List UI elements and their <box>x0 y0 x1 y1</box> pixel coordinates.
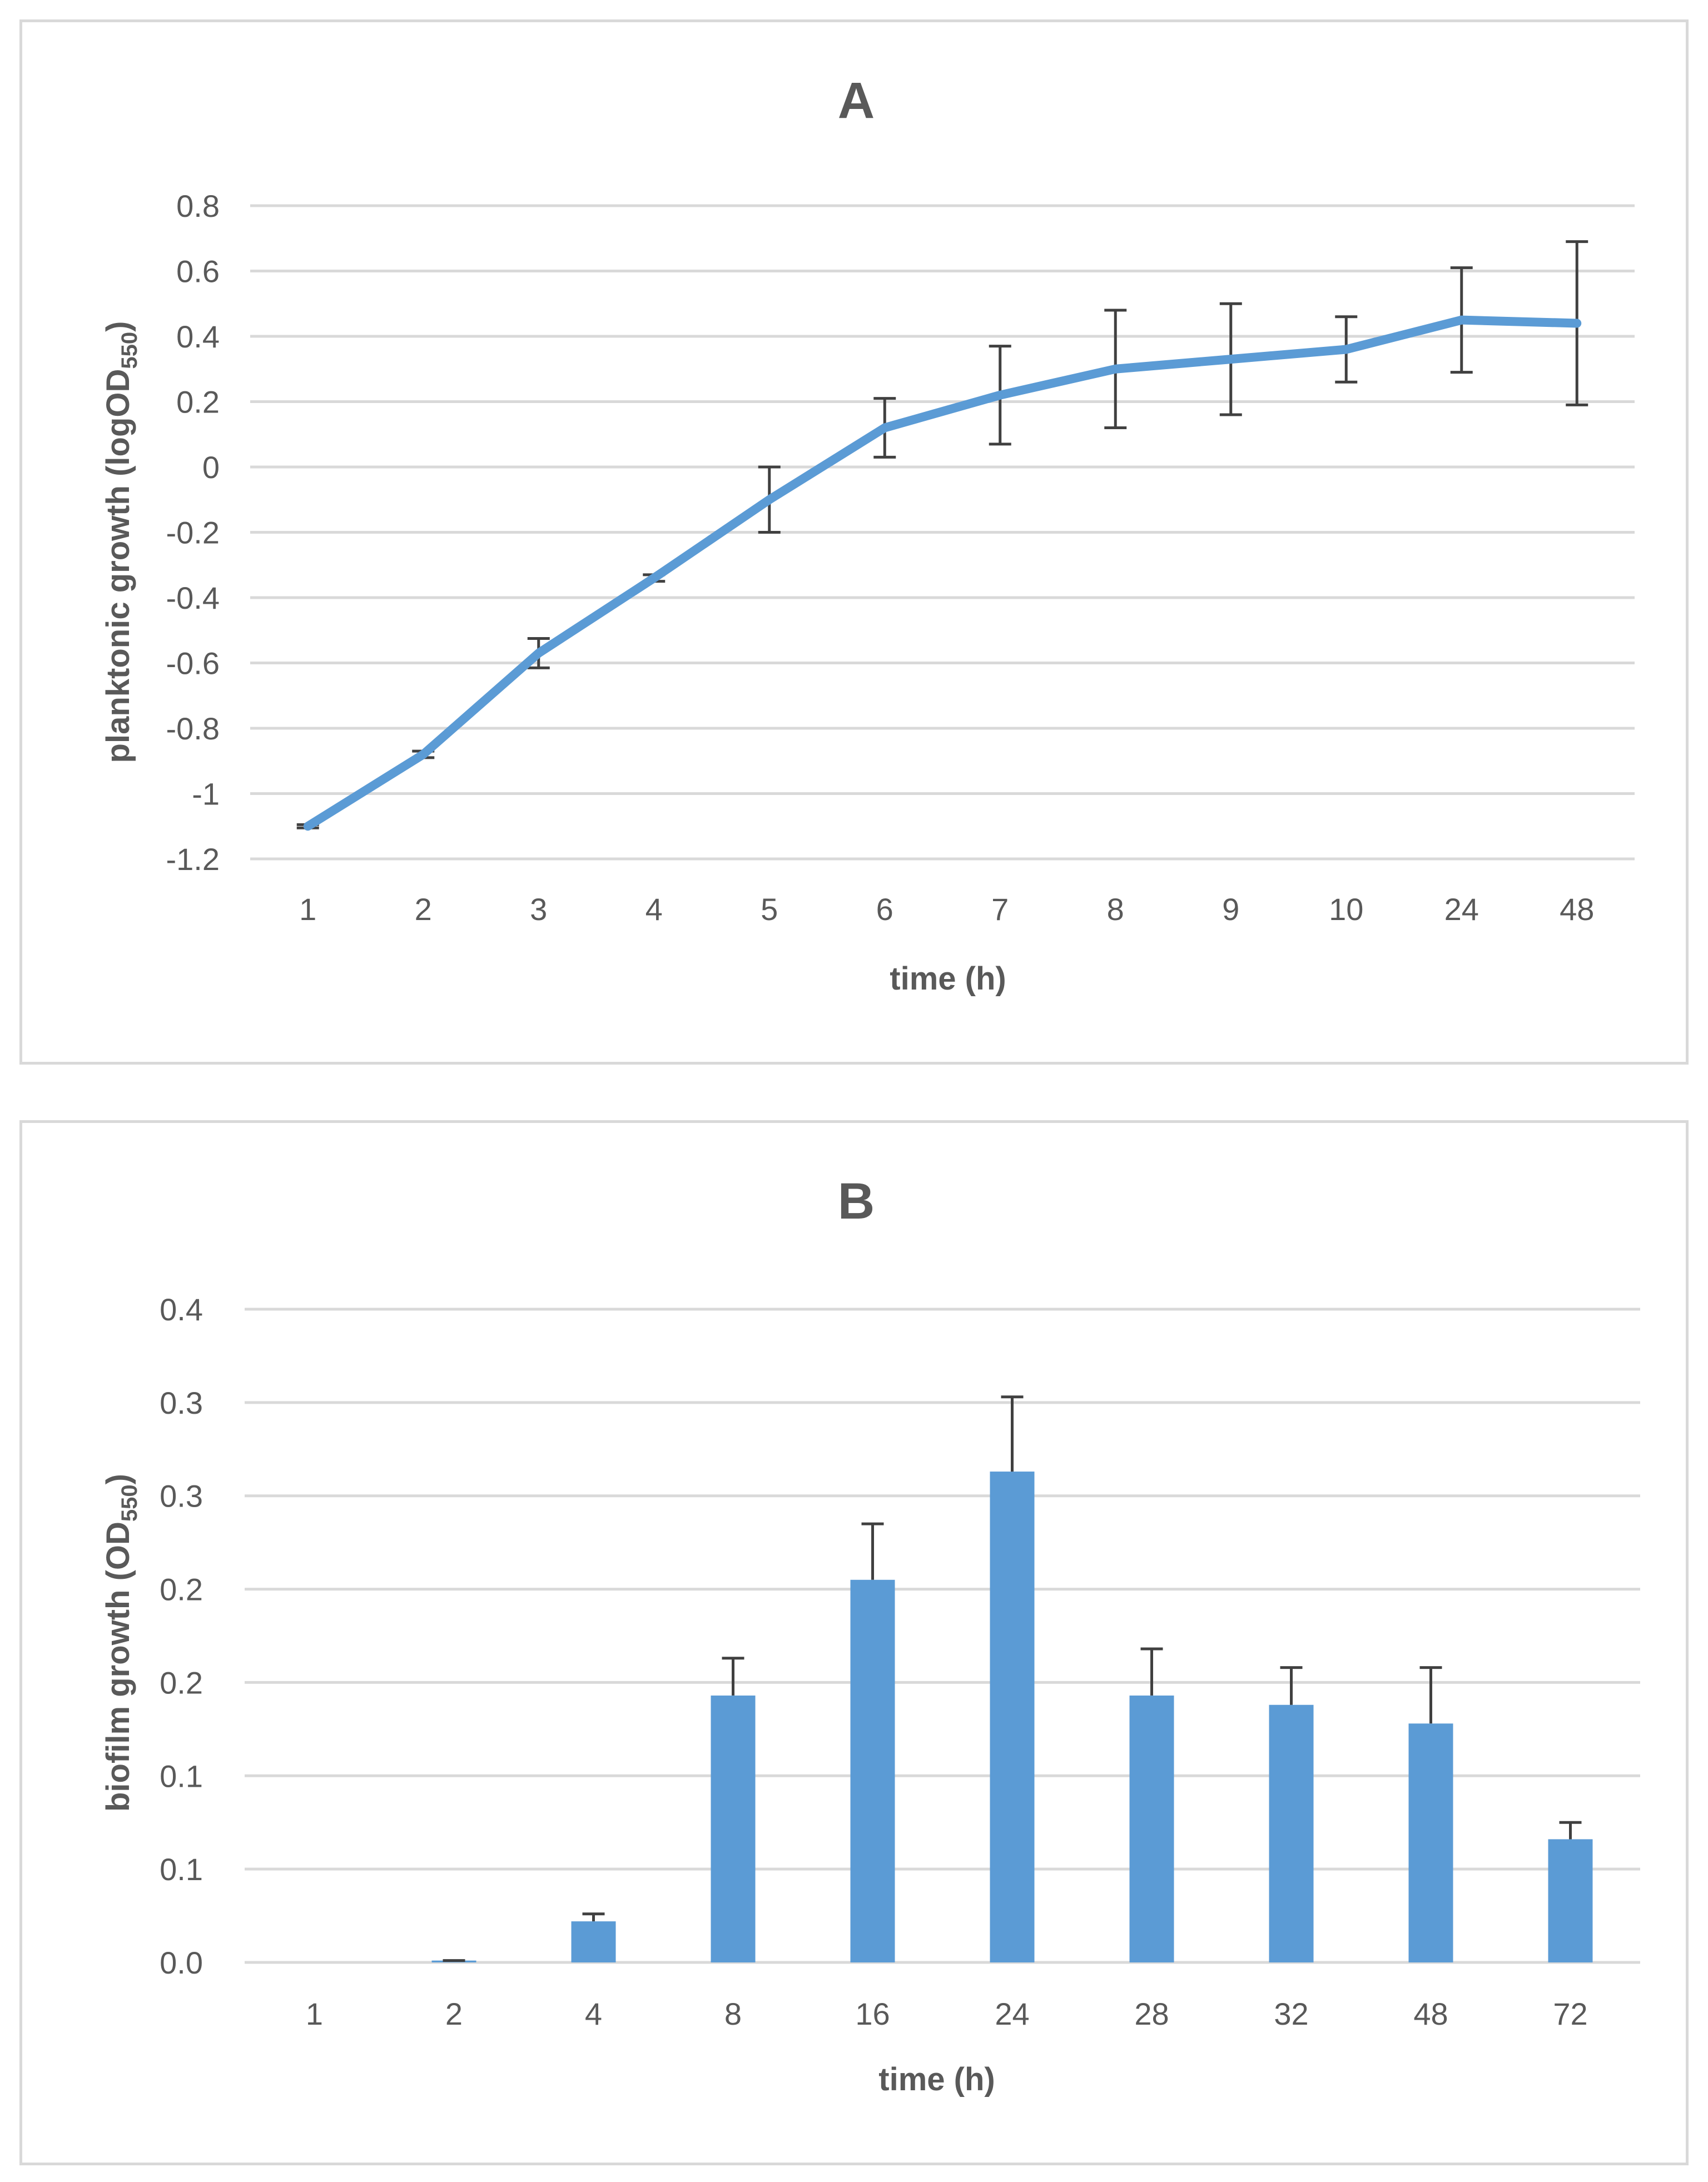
y-axis-label-a-main: planktonic growth (logOD <box>100 369 136 763</box>
data-point-a-2 <box>537 651 540 655</box>
y-axis-label-a-end: ) <box>100 321 136 332</box>
x-tick-label-b-8: 48 <box>1413 1996 1448 2031</box>
data-point-a-10 <box>1459 318 1463 322</box>
y-tick-label-a-3: 0.2 <box>176 385 220 420</box>
x-tick-label-b-7: 32 <box>1274 1996 1308 2031</box>
y-tick-label-b-1: 0.3 <box>160 1385 203 1420</box>
y-tick-labels-a: 0.8 0.6 0.4 0.2 0 -0.2 -0.4 -0.6 -0.8 -1 -1.2 <box>166 188 220 877</box>
y-tick-label-a-9: -1 <box>192 777 220 812</box>
x-tick-label-b-6: 28 <box>1134 1996 1169 2031</box>
x-tick-label-a-4: 5 <box>761 892 778 927</box>
x-tick-label-a-10: 24 <box>1444 892 1479 927</box>
bar-b-6 <box>1129 1695 1174 1962</box>
y-tick-label-a-10: -1.2 <box>166 842 220 877</box>
x-tick-label-b-0: 1 <box>306 1996 323 2031</box>
data-point-a-9 <box>1344 347 1348 351</box>
gridlines-b <box>245 1308 1640 1964</box>
y-tick-label-b-6: 0.1 <box>160 1852 203 1887</box>
chart-title-b: B <box>838 1173 875 1230</box>
gridlines-a <box>250 204 1635 861</box>
error-bars-a <box>296 240 1588 829</box>
y-tick-label-b-5: 0.1 <box>160 1758 203 1793</box>
bar-chart-b: B 0.40.30.30.20.20.10.10.0 1 2 4 8 16 24 28 32 4… <box>100 1173 1640 2097</box>
y-tick-label-a-6: -0.4 <box>166 580 220 615</box>
data-point-a-3 <box>652 576 656 580</box>
y-axis-label-a: planktonic growth (logOD550) <box>100 321 142 763</box>
x-tick-labels-b: 1 2 4 8 16 24 28 32 48 72 <box>306 1996 1588 2031</box>
y-axis-label-a-sub: 550 <box>117 332 142 369</box>
data-point-a-0 <box>306 824 310 828</box>
y-axis-label-b: biofilm growth (OD550) <box>100 1474 142 1812</box>
x-tick-label-a-5: 6 <box>876 892 893 927</box>
series-a <box>303 315 1582 831</box>
data-point-a-5 <box>883 426 887 430</box>
bar-b-8 <box>1408 1723 1453 1962</box>
series-line-a <box>303 315 1582 831</box>
y-tick-label-a-2: 0.4 <box>176 319 220 354</box>
chart-title-a: A <box>838 72 875 129</box>
data-point-a-7 <box>1114 367 1118 371</box>
bar-b-7 <box>1269 1704 1314 1962</box>
x-tick-label-b-9: 72 <box>1553 1996 1587 2031</box>
x-tick-label-a-9: 10 <box>1329 892 1363 927</box>
y-tick-label-b-3: 0.2 <box>160 1572 203 1607</box>
x-tick-label-a-0: 1 <box>299 892 316 927</box>
bar-b-5 <box>990 1472 1035 1962</box>
data-point-a-6 <box>998 393 1002 397</box>
bar-b-9 <box>1548 1839 1593 1962</box>
chart-panel-a: A 0.8 0.6 0.4 0.2 0 -0.2 -0.4 -0.6 -0.8 -1 -1.2 1 2… <box>19 19 1689 1065</box>
y-tick-label-a-0: 0.8 <box>176 188 220 223</box>
line-chart-a: A 0.8 0.6 0.4 0.2 0 -0.2 -0.4 -0.6 -0.8 -1 -1.2 1 2… <box>100 72 1635 997</box>
data-point-a-4 <box>767 498 771 501</box>
x-axis-label-b: time (h) <box>878 2061 995 2097</box>
x-axis-label-a: time (h) <box>890 961 1006 997</box>
x-tick-label-a-6: 7 <box>991 892 1009 927</box>
y-tick-label-a-5: -0.2 <box>166 515 220 550</box>
x-tick-label-a-2: 3 <box>530 892 547 927</box>
y-tick-label-b-4: 0.2 <box>160 1665 203 1700</box>
x-tick-label-b-4: 16 <box>855 1996 890 2031</box>
y-tick-labels-b: 0.4 0.3 0.3 0.2 0.2 0.1 0.1 0.0 <box>160 1292 203 1980</box>
x-tick-label-b-1: 2 <box>445 1996 463 2031</box>
chart-panel-b: B 0.4 0.3 0.3 0.2 0.2 0.1 0.1 0.0 1 2 4 8 16 24 28 32 4… <box>19 1120 1689 2165</box>
x-tick-label-a-3: 4 <box>646 892 663 927</box>
x-tick-label-a-7: 8 <box>1107 892 1124 927</box>
x-tick-label-a-1: 2 <box>415 892 432 927</box>
y-axis-label-b-main: biofilm growth (OD <box>100 1522 136 1812</box>
bar-b-2 <box>571 1921 616 1962</box>
series-b <box>431 1472 1593 1962</box>
y-tick-label-b-0: 0.4 <box>160 1292 203 1327</box>
x-tick-label-b-2: 4 <box>585 1996 602 2031</box>
y-axis-label-b-end: ) <box>100 1474 136 1484</box>
y-tick-label-b-7: 0.0 <box>160 1945 203 1980</box>
x-tick-label-a-11: 48 <box>1560 892 1594 927</box>
x-tick-label-b-5: 24 <box>995 1996 1029 2031</box>
bar-b-4 <box>850 1579 895 1962</box>
y-tick-label-a-7: -0.6 <box>166 646 220 681</box>
y-tick-label-a-8: -0.8 <box>166 711 220 746</box>
x-tick-label-b-3: 8 <box>724 1996 742 2031</box>
y-axis-label-b-sub: 550 <box>117 1484 142 1522</box>
data-point-a-11 <box>1575 321 1579 325</box>
error-bars-b <box>443 1395 1582 1962</box>
y-tick-label-b-2: 0.3 <box>160 1479 203 1514</box>
bar-b-3 <box>711 1695 756 1962</box>
data-point-a-8 <box>1229 357 1233 361</box>
y-tick-label-a-1: 0.6 <box>176 254 220 289</box>
x-tick-label-a-8: 9 <box>1222 892 1239 927</box>
y-tick-label-a-4: 0 <box>202 450 220 485</box>
data-point-a-1 <box>421 753 425 756</box>
x-tick-labels-a: 1 2 3 4 5 6 7 8 9 10 24 48 <box>299 892 1594 927</box>
